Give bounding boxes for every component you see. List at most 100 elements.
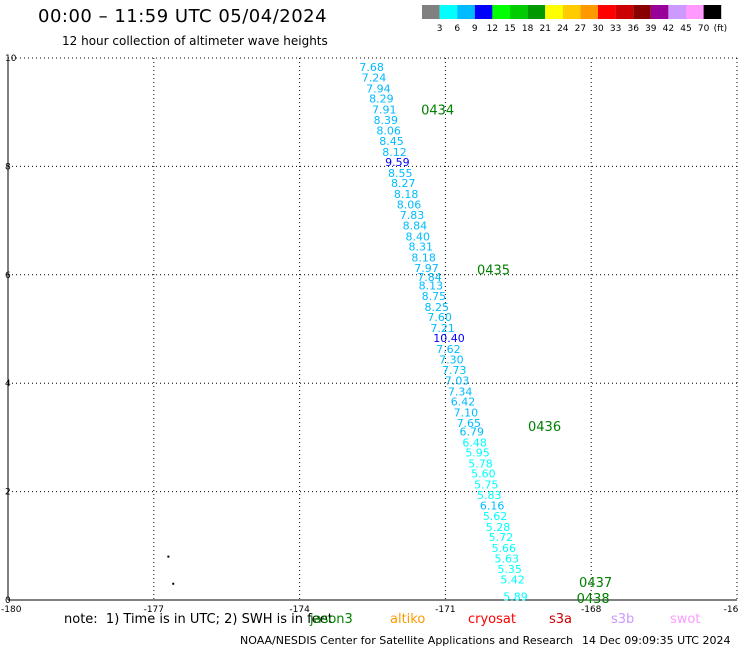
color-swatch (703, 5, 722, 19)
wave-height-point: 7.62 (436, 343, 461, 356)
color-swatch (598, 5, 616, 19)
wave-height-point: 8.45 (379, 135, 404, 148)
satellite-altiko: altiko (390, 612, 426, 627)
x-tick-label: -16 (724, 605, 739, 615)
y-tick-label: 0 (5, 596, 11, 606)
color-scale-legend: 3 6 9 12 15 18 21 24 27 30 33 36 39 42 45 70 (ft) (422, 5, 728, 34)
wave-height-point: 7.91 (372, 103, 397, 116)
wave-height-point: 10.40 (433, 332, 465, 345)
wave-height-point: 8.18 (394, 188, 419, 201)
wave-height-point: 5.42 (500, 573, 525, 586)
wave-height-point: 7.30 (439, 353, 464, 366)
wave-height-point: 7.60 (427, 311, 452, 324)
x-tick-label: -168 (581, 605, 602, 615)
color-swatch (492, 5, 510, 19)
wave-height-point: 8.84 (403, 219, 428, 232)
color-scale-label: 9 (472, 24, 478, 34)
color-swatch (510, 5, 528, 19)
x-tick-label: -177 (144, 605, 164, 615)
color-swatch (633, 5, 651, 19)
wave-height-point: 7.21 (430, 322, 455, 335)
color-scale-label: 12 (487, 24, 498, 34)
wave-height-point: 6.48 (462, 436, 487, 449)
wave-height-point: 6.79 (459, 425, 484, 438)
wave-height-point: 8.55 (388, 167, 413, 180)
color-swatch (668, 5, 686, 19)
y-tick-label: 2 (5, 488, 11, 498)
wave-height-point: 8.06 (397, 198, 422, 211)
wave-height-point: 5.78 (468, 457, 493, 470)
wave-height-point: 7.97 (414, 262, 439, 275)
wave-height-point: 6.16 (480, 500, 505, 513)
y-tick-label: 6 (5, 271, 11, 281)
color-swatch (562, 5, 581, 19)
wave-height-point: 8.40 (406, 230, 431, 243)
color-scale-label: 18 (522, 24, 534, 34)
color-scale-label: 39 (645, 24, 657, 34)
wave-height-point: 7.84 (417, 271, 442, 284)
color-scale-label: 24 (557, 24, 569, 34)
x-tick-label: -171 (435, 605, 455, 615)
color-swatch (457, 5, 475, 19)
y-tick-label: 4 (5, 379, 11, 389)
color-scale-label: 42 (663, 24, 674, 34)
wave-height-point: 7.73 (442, 364, 467, 377)
color-swatch (439, 5, 458, 19)
color-swatch (545, 5, 563, 19)
wave-height-point: 8.27 (391, 177, 416, 190)
color-scale-unit: (ft) (714, 24, 728, 34)
y-tick-label: 8 (5, 162, 11, 172)
wave-height-point: 5.89 (503, 591, 528, 604)
wave-height-point: 8.29 (369, 93, 394, 106)
wave-height-point: 7.83 (400, 209, 425, 222)
wave-height-point: 5.83 (477, 489, 502, 502)
y-tick-label: 10 (5, 54, 17, 64)
pass-time-label: 0438 (577, 592, 610, 607)
color-scale-label: 3 (437, 24, 443, 34)
wave-height-point: 7.03 (445, 374, 470, 387)
credit-line: NOAA/NESDIS Center for Satellite Applica… (240, 634, 574, 647)
color-scale-label: 21 (539, 24, 550, 34)
x-tick-label: -174 (289, 605, 310, 615)
wave-height-point: 5.35 (497, 563, 521, 576)
color-scale-label: 70 (698, 24, 710, 34)
color-swatch (686, 5, 704, 19)
satellite-s3a: s3a (549, 612, 573, 627)
satellite-jason3: jason3 (310, 612, 353, 627)
wave-height-point: 6.42 (451, 396, 476, 409)
wave-height-point: 5.72 (489, 531, 514, 544)
color-scale-label: 33 (610, 24, 621, 34)
wave-height-point: 8.18 (411, 251, 436, 264)
generation-timestamp: 14 Dec 09:09:35 UTC 2024 (582, 634, 731, 647)
color-scale-label: 30 (592, 24, 604, 34)
wave-height-point: 8.13 (419, 280, 444, 293)
wave-height-point: 5.63 (494, 552, 518, 565)
pass-time-label: 0435 (477, 263, 510, 278)
wave-height-point: 7.65 (457, 417, 482, 430)
wave-height-point: 8.12 (382, 146, 407, 159)
color-swatch (422, 5, 440, 19)
color-swatch (580, 5, 598, 19)
wave-height-point: 5.95 (465, 447, 490, 460)
pass-time-label: 0437 (579, 576, 612, 591)
wave-height-point: 7.24 (362, 72, 387, 85)
wave-height-point: 7.94 (366, 82, 391, 95)
color-swatch (650, 5, 669, 19)
pass-time-label: 0434 (421, 103, 454, 118)
color-swatch (615, 5, 634, 19)
point-marker (172, 582, 175, 585)
wave-height-point: 8.25 (425, 301, 450, 314)
color-scale-label: 36 (627, 24, 639, 34)
wave-height-point: 7.68 (359, 61, 384, 74)
color-scale-label: 45 (680, 24, 691, 34)
satellite-s3b: s3b (611, 612, 635, 627)
x-tick-label: -180 (1, 605, 22, 615)
wave-height-plot: -180 -177 -174 -171 -168 -1602468107.687.247.… (1, 54, 739, 615)
wave-height-point: 8.39 (373, 114, 398, 127)
wave-height-point: 9.59 (385, 156, 410, 169)
wave-height-point: 8.06 (376, 125, 401, 138)
wave-height-point: 8.31 (408, 241, 433, 254)
color-swatch (474, 5, 493, 19)
wave-height-point: 5.28 (486, 521, 511, 534)
wave-height-point: 5.75 (474, 479, 499, 492)
